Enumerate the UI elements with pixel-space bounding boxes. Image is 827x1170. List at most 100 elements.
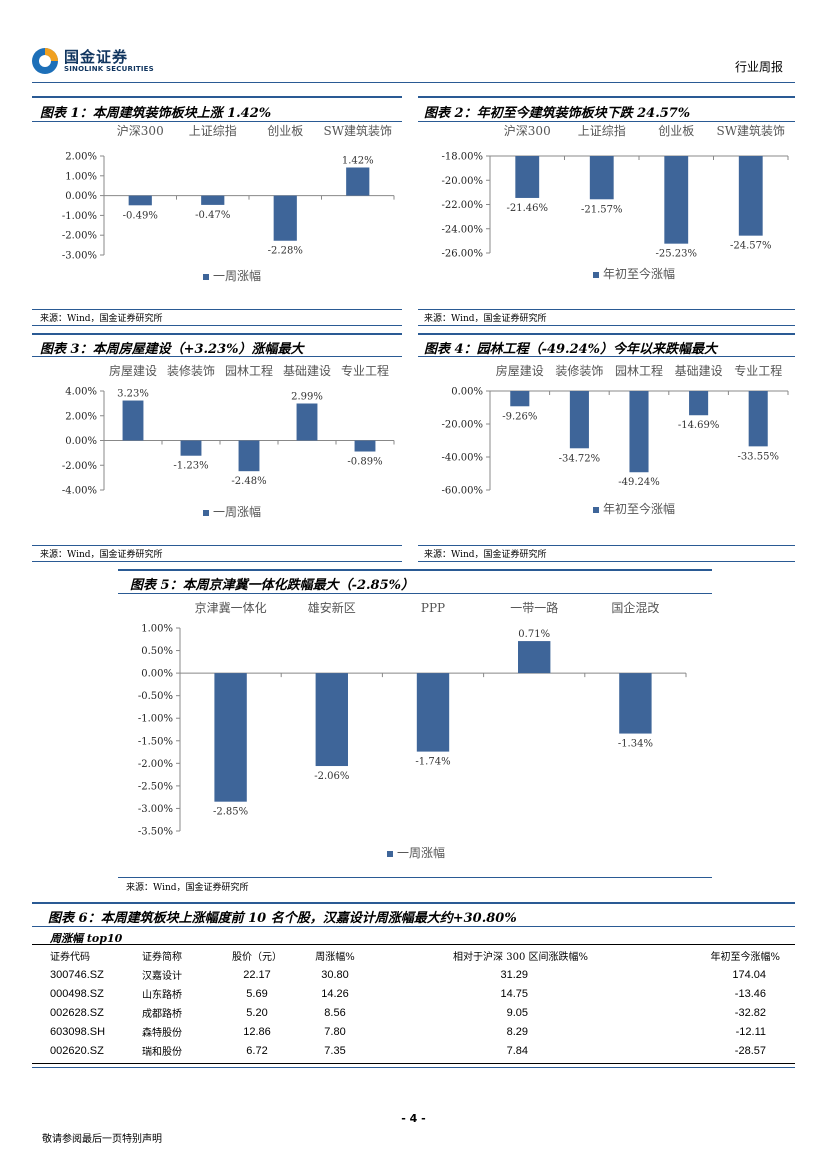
data-label: -14.69% xyxy=(678,420,720,431)
bar xyxy=(214,673,247,802)
category-label: 上证综指 xyxy=(578,123,626,138)
fig3-title: 图表 3：本周房屋建设（+3.23%）涨幅最大 xyxy=(40,342,304,357)
fig6-bottom-rule xyxy=(32,1067,795,1068)
y-tick-label: -40.00% xyxy=(441,453,483,464)
y-tick-label: -3.00% xyxy=(138,804,173,815)
bar xyxy=(515,156,540,198)
ytd-change: -13.46 xyxy=(734,987,766,1000)
category-label: SW建筑装饰 xyxy=(323,123,392,138)
bar xyxy=(748,391,768,447)
stock-code: 000498.SZ xyxy=(50,987,104,1000)
logo-text-cn: 国金证券 xyxy=(64,48,129,66)
col-header: 证券简称 xyxy=(142,951,182,963)
data-label: -49.24% xyxy=(618,477,660,488)
bar xyxy=(354,440,376,452)
y-tick-label: 4.00% xyxy=(65,387,97,398)
weekly-change: 7.35 xyxy=(324,1044,346,1057)
legend-swatch xyxy=(593,272,599,278)
data-label: -33.55% xyxy=(737,451,779,462)
stock-name: 汉嘉设计 xyxy=(142,971,182,982)
category-label: 基础建设 xyxy=(283,364,331,378)
y-tick-label: 0.00% xyxy=(451,387,483,398)
legend-swatch xyxy=(203,274,209,280)
bar xyxy=(619,673,652,734)
legend-label: 一周涨幅 xyxy=(213,268,261,283)
stock-name: 森特股份 xyxy=(142,1028,182,1039)
fig4-title-rule xyxy=(418,356,795,357)
fig4-chart: 0.00% -20.00% -40.00% -60.00% 房屋建设 -9.26% 装修装饰… xyxy=(441,363,789,516)
document-type: 行业周报 xyxy=(734,60,783,74)
y-tick-label: -60.00% xyxy=(441,486,483,497)
y-tick-label: 2.00% xyxy=(65,152,97,163)
relative-change: 9.05 xyxy=(506,1006,528,1019)
fig1-title-rule xyxy=(32,121,402,122)
bar xyxy=(315,673,348,767)
fig2-title: 图表 2：年初至今建筑装饰板块下跌 24.57% xyxy=(424,106,691,121)
bar xyxy=(416,673,450,752)
category-label: 园林工程 xyxy=(225,363,273,378)
fig5-source: 来源：Wind，国金证券研究所 xyxy=(126,883,249,893)
category-label: 房屋建设 xyxy=(496,363,544,378)
bar xyxy=(629,391,649,473)
data-label: -2.48% xyxy=(231,476,266,487)
y-tick-label: -0.50% xyxy=(138,691,173,702)
bar xyxy=(589,156,614,200)
category-label: 专业工程 xyxy=(341,363,389,378)
fig1-source-rule xyxy=(32,309,402,310)
data-label: 3.23% xyxy=(117,389,149,400)
bar xyxy=(238,440,260,472)
bar xyxy=(122,400,144,441)
logo-mark-icon xyxy=(32,48,58,74)
category-label: 沪深300 xyxy=(117,124,164,138)
stock-price: 22.17 xyxy=(243,968,271,981)
stock-code: 300746.SZ xyxy=(50,968,104,981)
category-label: 京津冀一体化 xyxy=(195,601,267,615)
relative-change: 7.84 xyxy=(506,1044,528,1057)
legend-label: 年初至今涨幅 xyxy=(603,266,675,281)
fig5-title-rule xyxy=(118,593,712,594)
relative-change: 31.29 xyxy=(500,968,528,981)
category-label: 基础建设 xyxy=(675,364,723,378)
fig1-bottom-rule xyxy=(32,325,402,326)
category-label: 沪深300 xyxy=(504,124,551,138)
data-label: -21.46% xyxy=(506,203,548,214)
fig6-title: 图表 6：本周建筑板块上涨幅度前 10 名个股，汉嘉设计周涨幅最大约+30.80… xyxy=(48,911,517,926)
table-subtitle: 周涨幅 top10 xyxy=(50,932,123,945)
disclaimer-note: 敬请参阅最后一页特别声明 xyxy=(42,1134,162,1145)
table-row: 002628.SZ 成都路桥 5.20 8.56 9.05 -32.82 xyxy=(50,1003,780,1022)
page-number: - 4 - xyxy=(401,1112,426,1125)
legend-swatch xyxy=(593,507,599,513)
weekly-change: 7.80 xyxy=(324,1025,346,1038)
y-tick-label: -1.00% xyxy=(138,714,173,725)
stock-name: 成都路桥 xyxy=(142,1009,182,1020)
fig5-source-rule xyxy=(118,877,712,878)
y-tick-label: -4.00% xyxy=(62,486,97,497)
col-header: 年初至今涨幅% xyxy=(710,951,780,963)
fig4-source-rule xyxy=(418,545,795,546)
fig1-title: 图表 1：本周建筑装饰板块上涨 1.42% xyxy=(40,106,272,121)
table-header-row: 证券代码 证券简称 股价（元） 周涨幅% 相对于沪深 300 区间涨跌幅% 年初… xyxy=(50,945,780,965)
y-tick-label: -2.50% xyxy=(138,781,173,792)
fig3-bottom-rule xyxy=(32,561,402,562)
data-label: -9.26% xyxy=(502,411,537,422)
data-label: -0.47% xyxy=(195,210,230,221)
y-tick-label: 0.50% xyxy=(141,646,173,657)
data-label: -0.49% xyxy=(123,210,158,221)
data-label: -34.72% xyxy=(559,453,601,464)
y-tick-label: 1.00% xyxy=(141,624,173,635)
bar xyxy=(738,156,763,236)
legend-label: 年初至今涨幅 xyxy=(603,501,675,516)
legend-label: 一周涨幅 xyxy=(397,845,445,860)
y-tick-label: 2.00% xyxy=(65,411,97,422)
category-label: 房屋建设 xyxy=(109,363,157,378)
fig5-title: 图表 5：本周京津冀一体化跌幅最大（-2.85%） xyxy=(130,578,414,593)
fig6-title-rule xyxy=(32,926,795,927)
fig2-source-rule xyxy=(418,309,795,310)
col-header: 相对于沪深 300 区间涨跌幅% xyxy=(453,951,588,963)
weekly-change: 14.26 xyxy=(321,987,349,1000)
logo-text-en: SINOLINK SECURITIES xyxy=(64,65,154,73)
data-label: -0.89% xyxy=(347,457,382,468)
company-logo: 国金证券 SINOLINK SECURITIES xyxy=(30,44,160,78)
table-row: 002620.SZ 瑞和股份 6.72 7.35 7.84 -28.57 xyxy=(50,1041,780,1060)
stock-price: 12.86 xyxy=(243,1025,271,1038)
